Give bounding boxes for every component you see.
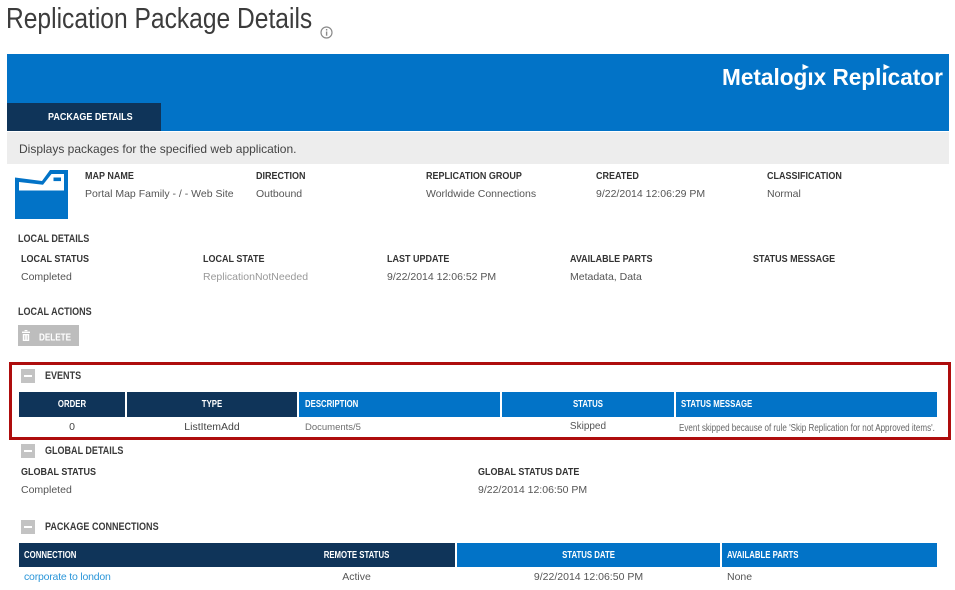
svg-text:DELETE: DELETE xyxy=(39,333,71,344)
